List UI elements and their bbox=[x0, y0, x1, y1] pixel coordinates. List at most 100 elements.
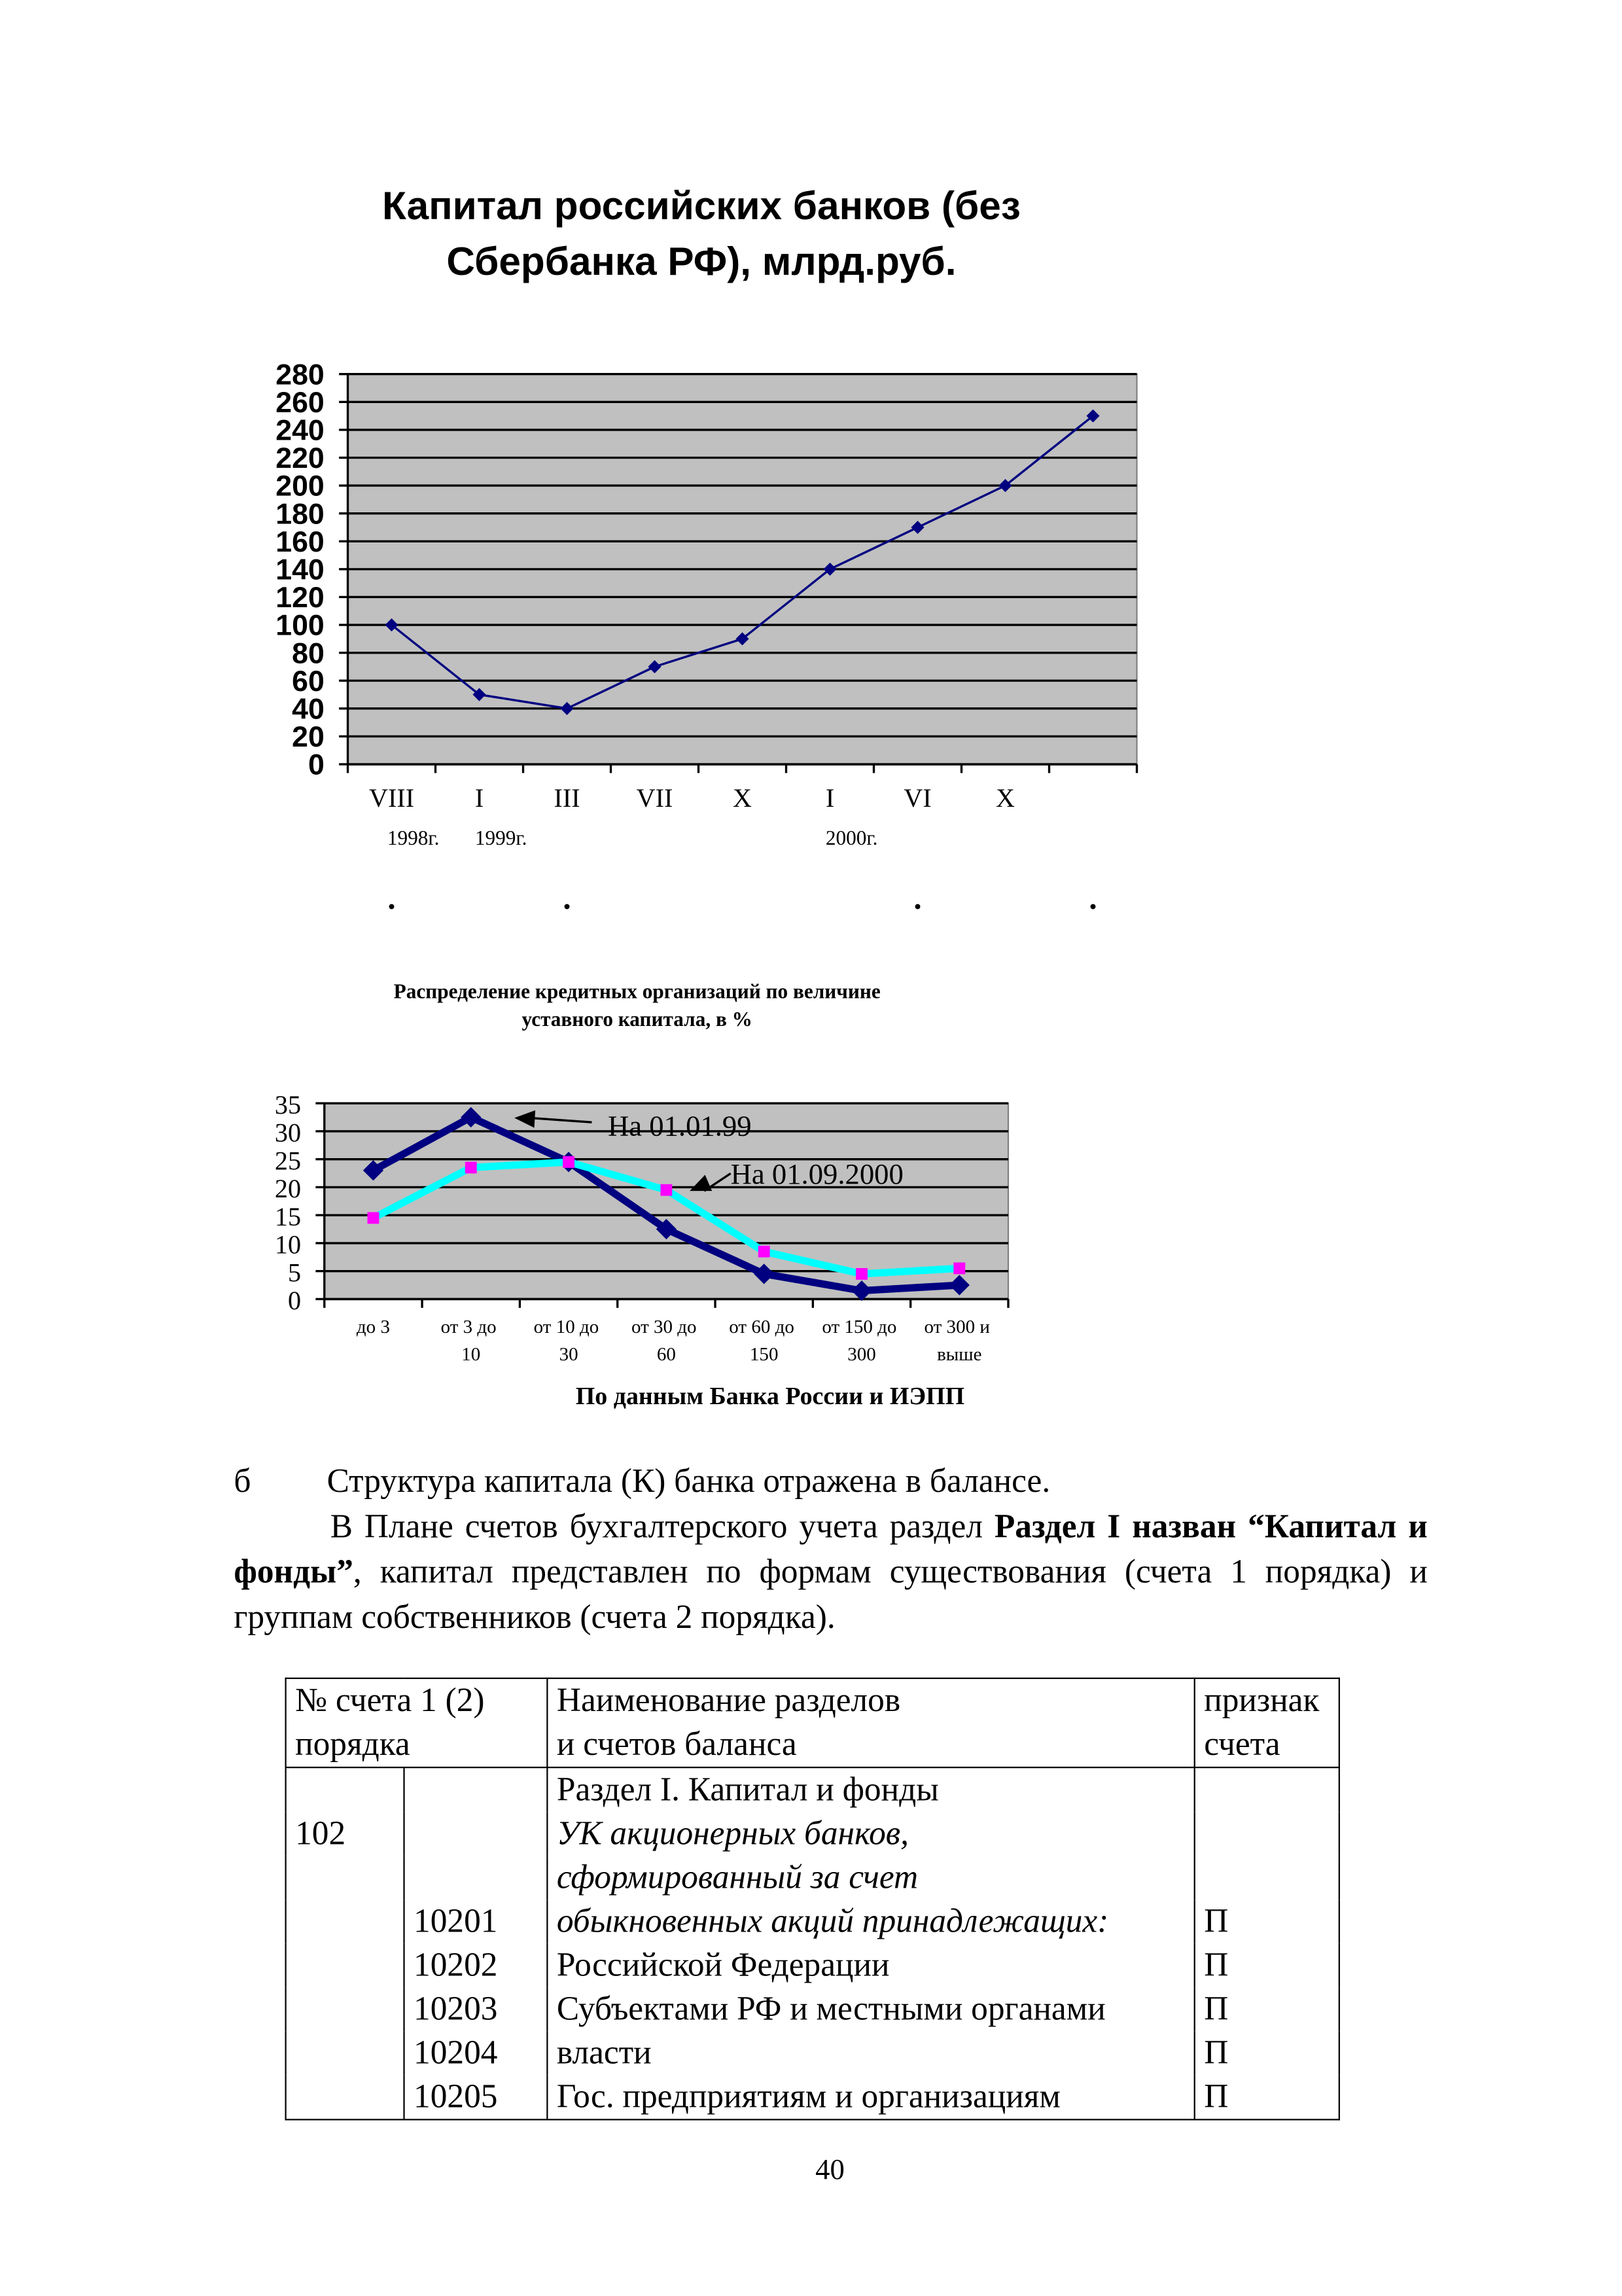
marker bbox=[660, 1184, 673, 1196]
marker bbox=[949, 1275, 970, 1296]
y-tick-label: 15 bbox=[275, 1202, 301, 1231]
marker bbox=[560, 701, 574, 715]
table-cell: сформированный за счет bbox=[546, 1856, 1195, 1900]
y-tick-label: 120 bbox=[275, 582, 325, 614]
x-tick-label: от 300 и выше bbox=[925, 1316, 995, 1365]
table-cell: власти bbox=[546, 2031, 1195, 2075]
mark: . bbox=[563, 880, 571, 916]
x-tick-label: I bbox=[826, 783, 834, 813]
line: б Структура капитала (К) банка отражена в… bbox=[234, 1458, 1428, 1504]
marker bbox=[362, 1160, 384, 1181]
x-tick-label: от 3 до 10 bbox=[441, 1316, 501, 1365]
x-tick-label: от 10 до 30 bbox=[534, 1316, 604, 1365]
header-text: № счета 1 (2) bbox=[295, 1682, 485, 1719]
table-cell: обыкновенных акций принадлежащих: bbox=[546, 1899, 1195, 1944]
table-cell bbox=[285, 1856, 405, 1900]
y-tick-label: 60 bbox=[292, 665, 325, 698]
cell-text: власти bbox=[556, 2034, 652, 2071]
table-cell: П bbox=[1193, 2075, 1340, 2121]
table-cell bbox=[403, 1856, 548, 1900]
table-cell: 10203 bbox=[403, 1987, 548, 2032]
y-tick-label: 20 bbox=[292, 721, 325, 753]
table-row: Раздел I. Капитал и фонды bbox=[285, 1767, 1340, 1812]
list-marker: б bbox=[234, 1462, 251, 1500]
text: В Плане счетов бухгалтерского учета разд… bbox=[330, 1508, 995, 1545]
table-row: 10202 Российской Федерации П bbox=[285, 1943, 1340, 1988]
marker bbox=[465, 1161, 477, 1174]
cell-text: 10205 bbox=[414, 2077, 498, 2115]
chart-title: Сбербанка РФ), млрд.руб. bbox=[446, 239, 956, 283]
cell-text: П bbox=[1204, 1946, 1229, 1983]
cell-text: 10202 bbox=[414, 1946, 498, 1983]
x-tick-label: от 150 до 300 bbox=[822, 1316, 901, 1365]
table-cell bbox=[285, 2031, 405, 2075]
table-cell: 102 bbox=[285, 1812, 405, 1856]
marker bbox=[385, 618, 398, 632]
y-tick-label: 200 bbox=[275, 470, 325, 503]
table-cell: Российской Федерации bbox=[546, 1943, 1195, 1988]
table-cell bbox=[1193, 1767, 1340, 1812]
cell-text: Российской Федерации bbox=[556, 1946, 890, 1983]
y-tick-label: 140 bbox=[275, 554, 325, 586]
y-tick-label: 40 bbox=[292, 693, 325, 725]
bold-text: Раздел I назван “Капитал и фонды” bbox=[234, 1508, 1428, 1590]
cell-text: УК акционерных банков, bbox=[556, 1814, 909, 1852]
y-tick-label: 240 bbox=[275, 415, 325, 447]
y-tick-label: 80 bbox=[292, 637, 325, 669]
marker bbox=[758, 1245, 770, 1258]
header-cell: Наименование разделов и счетов баланса bbox=[546, 1677, 1195, 1769]
y-tick-label: 220 bbox=[275, 442, 325, 474]
cell-text: П bbox=[1204, 1902, 1229, 1939]
x-tick-label: VI bbox=[904, 783, 931, 813]
table-cell bbox=[285, 1987, 405, 2032]
table-row: 10201 обыкновенных акций принадлежащих: П bbox=[285, 1899, 1340, 1944]
marker bbox=[656, 1218, 677, 1240]
cell-text: 10203 bbox=[414, 1990, 498, 2027]
chart-title: уставного капитала, в % bbox=[522, 1008, 752, 1031]
cell-text: 102 bbox=[295, 1814, 346, 1852]
table-cell bbox=[403, 1812, 548, 1856]
x-tick-label: III bbox=[554, 783, 580, 813]
y-tick-label: 20 bbox=[275, 1174, 301, 1203]
marker bbox=[735, 632, 749, 646]
chart-source: По данным Банка России и ИЭПП bbox=[576, 1383, 964, 1410]
table-cell bbox=[403, 1767, 548, 1812]
annotation: На 01.01.99 bbox=[608, 1109, 752, 1142]
header-text: счета bbox=[1204, 1725, 1280, 1763]
marker bbox=[648, 660, 661, 673]
sentence: Структура капитала (К) банка отражена в … bbox=[326, 1462, 1051, 1500]
x-sublabel: 1999г. bbox=[475, 826, 527, 849]
cell-text: П bbox=[1204, 1990, 1229, 2027]
y-tick-label: 10 bbox=[275, 1230, 301, 1260]
cell-text: П bbox=[1204, 2077, 1229, 2115]
x-tick-label: VIII bbox=[369, 783, 414, 813]
annotation: На 01.09.2000 bbox=[731, 1157, 904, 1190]
table-cell bbox=[285, 1767, 405, 1812]
header-cell: № счета 1 (2) порядка bbox=[285, 1677, 548, 1769]
x-tick-label: до 3 bbox=[357, 1316, 390, 1337]
header-text: Наименование разделов bbox=[556, 1682, 901, 1719]
table-cell: 10204 bbox=[403, 2031, 548, 2075]
y-tick-label: 30 bbox=[275, 1118, 301, 1148]
cell-text: Раздел I. Капитал и фонды bbox=[556, 1771, 939, 1808]
table-cell bbox=[285, 1943, 405, 1988]
y-tick-label: 100 bbox=[275, 610, 325, 642]
text: , капитал представлен по формам существо… bbox=[234, 1553, 1428, 1636]
mark: . bbox=[387, 880, 395, 916]
header-row: № счета 1 (2) порядка Наименование раздело… bbox=[285, 1677, 1340, 1769]
header-text: порядка bbox=[295, 1725, 410, 1763]
x-tick-label: I bbox=[475, 783, 484, 813]
table-cell: П bbox=[1193, 1899, 1340, 1944]
table-cell: П bbox=[1193, 1987, 1340, 2032]
marker bbox=[856, 1267, 868, 1280]
cell-text: П bbox=[1204, 2034, 1229, 2071]
chart-title: Капитал российских банков (без bbox=[382, 183, 1021, 228]
cell-text: Гос. предприятиям и организациям bbox=[556, 2077, 1061, 2115]
x-tick-label: X bbox=[996, 783, 1015, 813]
table-row: 10203 Субъектами РФ и местными органами П bbox=[285, 1987, 1340, 2032]
x-tick-label: от 30 до 60 bbox=[631, 1316, 701, 1365]
table-cell: Раздел I. Капитал и фонды bbox=[546, 1767, 1195, 1812]
table-cell: Гос. предприятиям и организациям bbox=[546, 2075, 1195, 2121]
table-cell: УК акционерных банков, bbox=[546, 1812, 1195, 1856]
mark: . bbox=[1089, 880, 1097, 916]
